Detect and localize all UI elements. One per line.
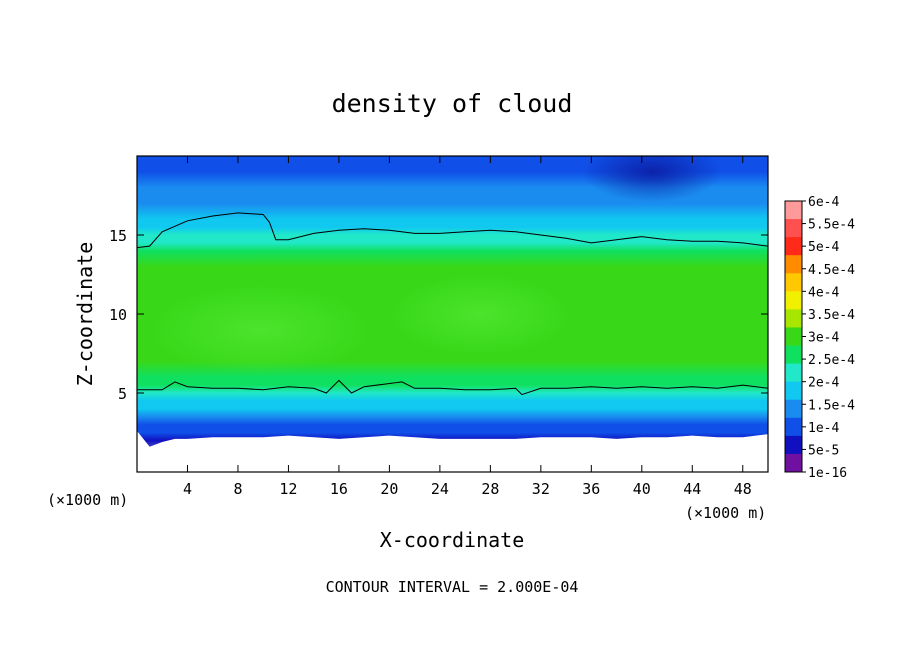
colorbar-swatch [785,399,802,419]
x-unit-right: (×1000 m) [685,504,766,522]
colorbar-label: 5e-5 [808,443,839,458]
colorbar-swatch [785,327,802,347]
x-tick-label: 24 [431,480,449,498]
contour-lines [137,212,768,396]
colorbar-swatch [785,237,802,256]
x-tick-label: 28 [481,480,499,498]
y-axis: 5 10 15 [109,227,768,403]
colorbar-label: 2e-4 [808,376,839,391]
chart-title: density of cloud [332,89,573,118]
contour-line [137,212,768,249]
colorbar-label: 3.5e-4 [808,308,855,323]
colorbar-swatch [785,255,802,274]
colorbar-swatch [785,201,802,220]
colorbar-swatch [785,363,802,383]
x-tick-label: 44 [683,480,701,498]
colorbar-label: 6e-4 [808,195,839,210]
colorbar-label: 5e-4 [808,240,839,255]
y-axis-label: Z-coordinate [73,242,97,387]
x-tick-label: 12 [279,480,297,498]
x-axis-label: X-coordinate [380,528,525,552]
x-tick-label: 36 [582,480,600,498]
x-tick-label: 20 [380,480,398,498]
cloud-core-highlight [390,275,570,355]
colorbar-swatch [785,453,802,473]
colorbar-label: 3e-4 [808,331,839,346]
colorbar-label: 4.5e-4 [808,263,855,278]
x-tick-label: 8 [233,480,242,498]
colorbar-swatch [785,435,802,455]
x-unit-left: (×1000 m) [47,491,128,509]
colorbar-swatch [785,273,802,292]
x-tick-label: 32 [532,480,550,498]
y-tick-label: 5 [118,385,127,403]
colorbar-label: 1.5e-4 [808,398,855,413]
colorbar-swatch [785,219,802,238]
colorbar-label: 1e-4 [808,421,839,436]
colorbar-swatch [785,291,802,310]
x-tick-label: 48 [734,480,752,498]
contour-line [137,379,768,396]
y-tick-label: 15 [109,227,127,245]
colorbar-label: 5.5e-4 [808,218,855,233]
x-axis: 4 8 12 16 20 24 28 32 36 40 44 48 [183,156,752,498]
cloud-free-region [137,430,768,472]
colorbar: 6e-4 5.5e-4 5e-4 4.5e-4 4e-4 3.5e-4 3e-4 2.5e-4… [784,195,855,481]
x-tick-label: 16 [330,480,348,498]
colorbar-swatch [785,417,802,437]
colorbar-swatch [785,345,802,365]
x-tick-label: 40 [633,480,651,498]
colorbar-swatch [785,381,802,401]
upper-dark-region [582,156,722,202]
colorbar-label: 1e-16 [808,466,847,481]
colorbar-label: 4e-4 [808,285,839,300]
x-tick-label: 4 [183,480,192,498]
contour-interval-note: CONTOUR INTERVAL = 2.000E-04 [326,578,579,596]
plot-area [137,156,768,472]
colorbar-label: 2.5e-4 [808,353,855,368]
colorbar-swatch [785,309,802,328]
y-tick-label: 10 [109,306,127,324]
cloud-core-highlight [150,285,370,375]
